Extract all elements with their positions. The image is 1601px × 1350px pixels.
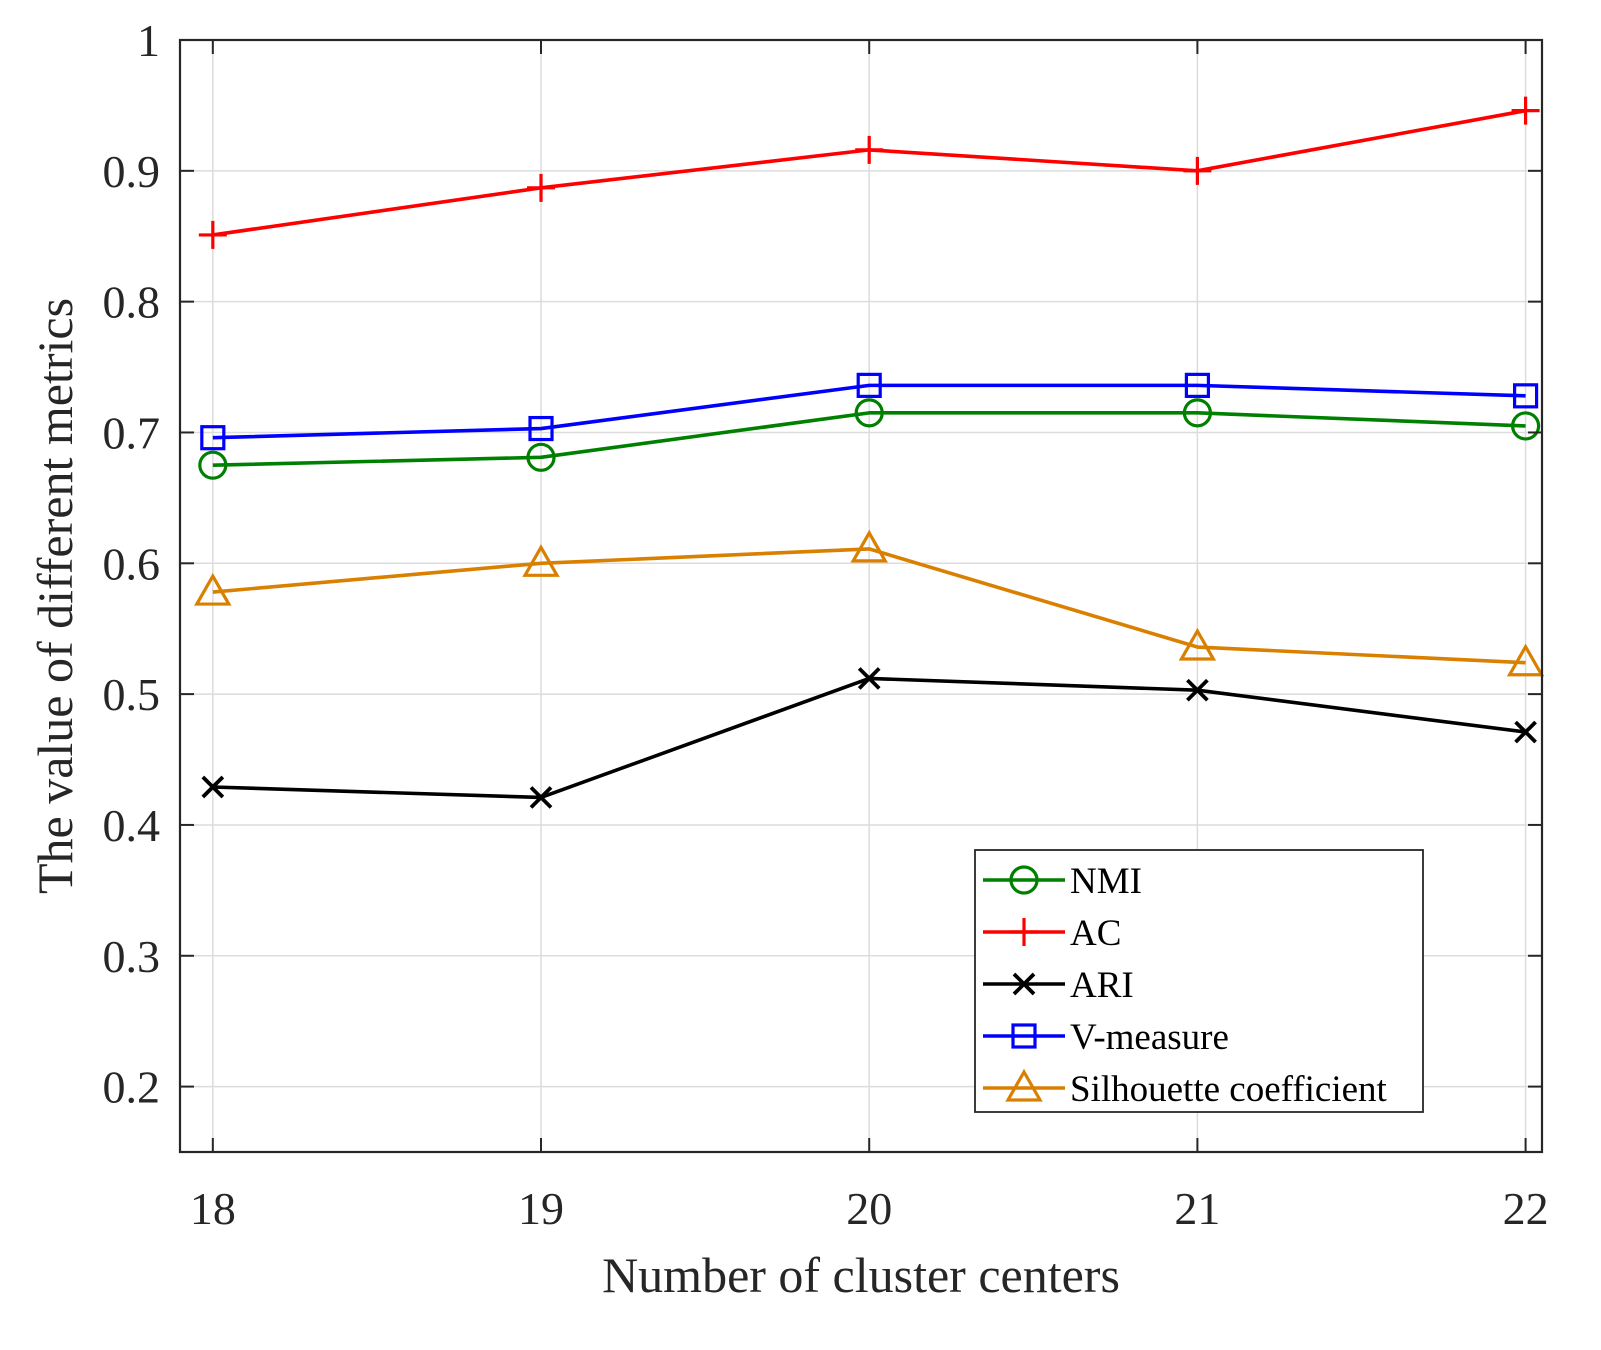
legend-item-ac: AC (983, 913, 1121, 954)
ari-point (857, 667, 881, 690)
x-tick-label: 20 (846, 1183, 892, 1234)
nmi-point (1182, 398, 1212, 428)
series-ac (198, 96, 1540, 249)
y-tick-label: 0.2 (103, 1062, 161, 1113)
v-measure-point (528, 415, 554, 442)
ac-point (198, 220, 227, 249)
y-tick-label: 0.7 (103, 407, 161, 458)
ari-point (201, 775, 225, 799)
x-tick-label: 21 (1174, 1183, 1220, 1234)
silhouette-coefficient-point (194, 572, 232, 606)
x-axis-label: Number of cluster centers (602, 1247, 1120, 1303)
legend-label: ARI (1070, 965, 1134, 1006)
legend-marker (1011, 1023, 1037, 1049)
v-measure-point (1512, 383, 1539, 409)
legend-label: NMI (1070, 861, 1142, 902)
series-silhouette-coefficient (194, 529, 1545, 677)
x-tick-label: 19 (518, 1183, 564, 1234)
ari-point (1514, 720, 1537, 744)
plot-area-frame (178, 38, 1544, 1154)
ari-point (529, 786, 553, 809)
x-tick-label: 22 (1503, 1183, 1549, 1234)
y-tick-label: 0.6 (103, 538, 161, 589)
silhouette-coefficient-line (212, 547, 1526, 665)
series-layer (194, 96, 1545, 809)
legend-marker (1012, 972, 1036, 996)
x-tick-label: 18 (190, 1183, 236, 1234)
y-tick-label: 0.3 (103, 931, 161, 982)
legend-box (974, 849, 1424, 1113)
legend-item-v-measure: V-measure (983, 1017, 1229, 1058)
legend: NMI AC ARI V-measure Silhouette coefficient (974, 849, 1424, 1113)
silhouette-coefficient-point (522, 544, 560, 577)
v-measure-point (856, 372, 882, 398)
silhouette-coefficient-point (1506, 643, 1545, 677)
y-tick-label: 0.5 (103, 669, 161, 720)
legend-marker (1005, 1068, 1043, 1102)
ac-point (855, 135, 884, 164)
v-measure-point (200, 425, 226, 451)
nmi-point (198, 450, 228, 480)
ac-point (1183, 156, 1212, 185)
legend-label: V-measure (1070, 1017, 1229, 1058)
silhouette-coefficient-point (1178, 627, 1217, 661)
nmi-point (1510, 411, 1541, 441)
tick-labels: 18 19 20 21 22 0.2 0.3 0.4 0.5 0.6 0.7 0.8 0.9 1 (103, 15, 1549, 1234)
legend-label: AC (1070, 913, 1121, 954)
legend-marker (1009, 865, 1039, 895)
y-tick-label: 0.8 (103, 277, 161, 328)
silhouette-coefficient-point (850, 529, 888, 563)
nmi-line (212, 411, 1526, 467)
y-tick-label: 0.9 (103, 146, 161, 197)
v-measure-point (1184, 372, 1210, 398)
legend-marker (1010, 918, 1038, 946)
legend-item-nmi: NMI (983, 861, 1142, 902)
ari-point (1186, 678, 1209, 702)
ac-point (527, 173, 556, 202)
nmi-point (854, 398, 884, 428)
y-tick-label: 0.4 (103, 800, 161, 851)
legend-label: Silhouette coefficient (1070, 1069, 1388, 1110)
series-v-measure (200, 372, 1539, 451)
y-tick-label: 1 (137, 15, 160, 66)
ac-point (1511, 96, 1540, 125)
nmi-point (526, 442, 556, 472)
legend-item-ari: ARI (983, 965, 1134, 1006)
y-axis-label: The value of different metrics (27, 298, 83, 894)
series-nmi (198, 398, 1541, 480)
series-ari (201, 667, 1537, 809)
v-measure-line (212, 383, 1526, 440)
legend-item-silhouette-coefficient: Silhouette coefficient (983, 1068, 1388, 1110)
